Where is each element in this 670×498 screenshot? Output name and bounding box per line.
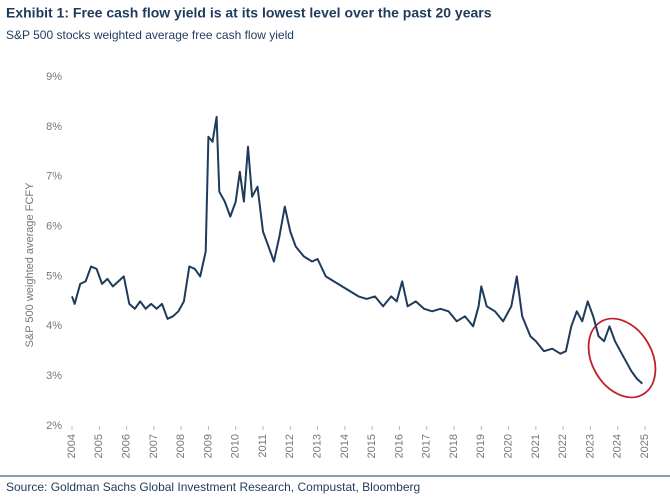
x-tick-label: 2009: [202, 434, 214, 458]
y-tick-label: 8%: [46, 121, 62, 133]
x-tick-label: 2005: [93, 434, 105, 458]
source: Source: Goldman Sachs Global Investment …: [6, 480, 420, 494]
y-tick-label: 5%: [46, 270, 62, 282]
x-tick-label: 2023: [584, 434, 596, 458]
y-tick-label: 4%: [46, 320, 62, 332]
chart-title: Exhibit 1: Free cash flow yield is at it…: [6, 5, 492, 21]
x-tick-label: 2019: [475, 434, 487, 458]
y-tick-label: 7%: [46, 171, 62, 183]
x-tick-label: 2012: [284, 434, 296, 458]
x-tick-label: 2017: [421, 434, 433, 458]
x-tick-label: 2010: [230, 434, 242, 458]
x-tick-label: 2024: [612, 434, 624, 458]
x-tick-label: 2025: [639, 434, 651, 458]
x-tick-label: 2004: [66, 434, 78, 458]
x-tick-label: 2008: [175, 434, 187, 458]
y-tick-label: 2%: [46, 420, 62, 432]
x-tick-label: 2014: [339, 434, 351, 458]
x-tick-label: 2018: [448, 434, 460, 458]
chart-subtitle: S&P 500 stocks weighted average free cas…: [6, 28, 294, 42]
x-tick-label: 2011: [257, 434, 269, 458]
x-tick-label: 2006: [120, 434, 132, 458]
x-tick-label: 2021: [530, 434, 542, 458]
x-tick-label: 2013: [311, 434, 323, 458]
x-tick-label: 2015: [366, 434, 378, 458]
x-tick-label: 2022: [557, 434, 569, 458]
line: [71, 115, 643, 385]
y-tick-label: 9%: [46, 71, 62, 83]
y-axis-label: S&P 500 weighted average FCFY: [24, 182, 36, 348]
x-tick-label: 2007: [148, 434, 160, 458]
y-tick-label: 3%: [46, 370, 62, 382]
highlight-circle: [587, 317, 657, 399]
y-tick-label: 6%: [46, 220, 62, 232]
x-tick-label: 2016: [393, 434, 405, 458]
x-tick-label: 2020: [502, 434, 514, 458]
